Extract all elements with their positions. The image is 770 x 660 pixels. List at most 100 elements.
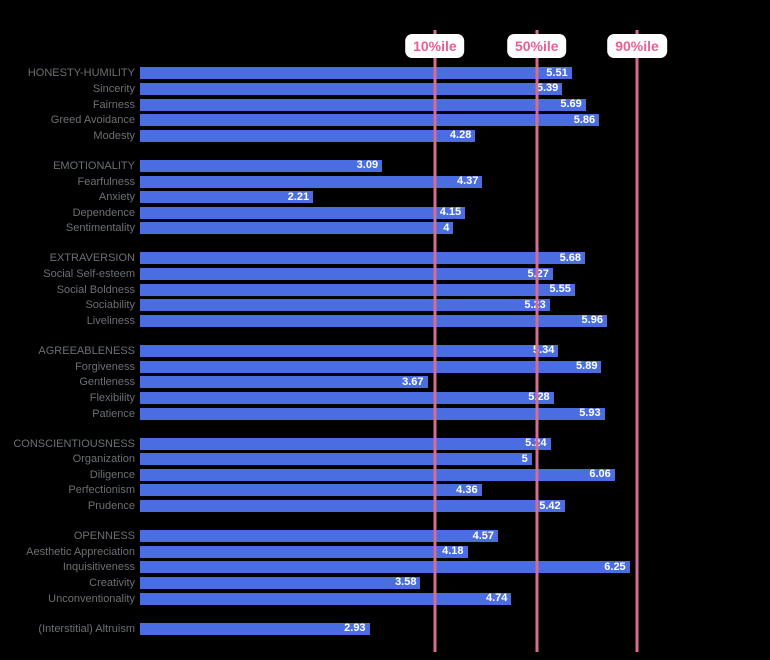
- row-label: (Interstitial) Altruism: [38, 622, 135, 635]
- score-bar: 4.15: [140, 206, 466, 219]
- bar-row: Dependence 4.15: [0, 205, 630, 221]
- score-bar: 5.34: [140, 344, 559, 357]
- bar-row: Anxiety 2.21: [0, 189, 630, 205]
- score-bar: 4: [140, 221, 454, 235]
- bar-value-label: 5.93: [579, 407, 601, 420]
- row-label: Social Boldness: [56, 283, 135, 296]
- score-bar: 5.55: [140, 283, 575, 296]
- bar-row: Forgiveness 5.89: [0, 359, 630, 375]
- score-bar: 5.27: [140, 268, 553, 281]
- bar-value-label: 4.37: [456, 175, 479, 187]
- row-label: Flexibility: [89, 391, 135, 404]
- bar-row: EXTRAVERSION 5.68: [0, 251, 630, 267]
- bar-row: Sincerity 5.39: [0, 81, 630, 97]
- bar-row: OPENNESS 4.57: [0, 528, 630, 544]
- score-bar: 5.69: [140, 98, 586, 111]
- bar-value-label: 5.27: [527, 268, 552, 280]
- score-bar: 4.18: [140, 545, 468, 558]
- row-label: AGREEABLENESS: [38, 344, 135, 357]
- bar-value-label: 4.74: [485, 592, 508, 605]
- bar-value-label: 4.57: [472, 529, 495, 542]
- percentile-label: 10%ile: [405, 34, 465, 58]
- trait-group: EMOTIONALITY 3.09 Fearfulness 4.37 Anxiety 2.…: [0, 158, 630, 236]
- row-label: Fairness: [92, 98, 135, 111]
- score-bar: 5.86: [140, 113, 600, 127]
- bar-row: Fearfulness 4.37: [0, 174, 630, 190]
- trait-group: OPENNESS 4.57 Aesthetic Appreciation 4.18 In…: [0, 528, 630, 606]
- row-label: EXTRAVERSION: [49, 252, 135, 265]
- bar-value-label: 3.67: [402, 375, 424, 388]
- percentile-line: [433, 30, 437, 652]
- score-bar: 4.28: [140, 129, 476, 142]
- row-label: Diligence: [89, 468, 135, 481]
- score-bar: 5.51: [140, 67, 572, 80]
- bar-value-label: 6.25: [604, 560, 626, 573]
- bar-value-label: 4.18: [442, 545, 464, 558]
- score-bar: 6.06: [140, 468, 615, 481]
- bar-value-label: 5.96: [581, 314, 603, 327]
- bar-row: Fairness 5.69: [0, 97, 630, 113]
- bar-value-label: 5.89: [576, 360, 598, 373]
- row-label: Sincerity: [92, 82, 135, 95]
- bar-value-label: 4.36: [456, 483, 478, 496]
- bar-row: Diligence 6.06: [0, 467, 630, 483]
- percentile-label: 50%ile: [506, 34, 567, 58]
- score-bar: 4.57: [140, 529, 499, 543]
- bar-row: Sociability 5.23: [0, 298, 630, 314]
- row-label: Creativity: [89, 576, 135, 589]
- bar-row: Social Self-esteem 5.27: [0, 266, 630, 282]
- row-label: Sociability: [85, 299, 135, 312]
- score-bar: 5.23: [140, 299, 550, 312]
- bar-row: AGREEABLENESS 5.34: [0, 343, 630, 359]
- bar-row: Patience 5.93: [0, 406, 630, 422]
- bar-value-label: 4: [443, 221, 450, 234]
- bar-value-label: 5.68: [559, 251, 582, 264]
- bar-value-label: 5.28: [528, 391, 550, 404]
- score-bar: 3.67: [140, 375, 428, 389]
- bar-row: Flexibility 5.28: [0, 390, 630, 406]
- row-label: Sentimentality: [65, 222, 135, 235]
- bar-row: HONESTY-HUMILITY 5.51: [0, 66, 630, 82]
- row-label: CONSCIENTIOUSNESS: [13, 437, 135, 450]
- bar-value-label: 5.39: [536, 82, 559, 95]
- bar-value-label: 5.34: [532, 344, 555, 357]
- score-bar: 6.25: [140, 560, 630, 574]
- bar-value-label: 5.86: [573, 113, 596, 126]
- row-label: Unconventionality: [48, 592, 135, 605]
- score-bar: 5.68: [140, 251, 586, 265]
- row-label: Dependence: [72, 206, 135, 219]
- score-bar: 2.93: [140, 622, 370, 635]
- percentile-label: 90%ile: [607, 34, 667, 58]
- bar-row: Unconventionality 4.74: [0, 591, 630, 607]
- trait-group: AGREEABLENESS 5.34 Forgiveness 5.89 Gentlene…: [0, 343, 630, 421]
- bar-row: Perfectionism 4.36: [0, 483, 630, 499]
- bar-row: Gentleness 3.67: [0, 374, 630, 390]
- row-label: Forgiveness: [75, 360, 135, 373]
- bar-value-label: 5.69: [560, 98, 582, 111]
- score-bar: 5.89: [140, 360, 602, 373]
- score-bar: 5.24: [140, 437, 551, 450]
- score-bar: 4.36: [140, 483, 482, 497]
- bar-value-label: 3.58: [395, 576, 417, 589]
- row-label: Anxiety: [98, 191, 135, 204]
- bar-value-label: 4.15: [439, 206, 462, 219]
- trait-group: HONESTY-HUMILITY 5.51 Sincerity 5.39 Fairnes…: [0, 66, 630, 144]
- row-label: Liveliness: [86, 314, 135, 327]
- bar-row: Aesthetic Appreciation 4.18: [0, 544, 630, 560]
- percentile-line: [635, 30, 639, 652]
- row-label: Prudence: [87, 500, 135, 513]
- bar-value-label: 5.55: [549, 283, 571, 296]
- bar-row: Liveliness 5.96: [0, 313, 630, 329]
- row-label: Modesty: [93, 129, 135, 142]
- score-bar: 3.09: [140, 159, 383, 172]
- bar-row: Modesty 4.28: [0, 128, 630, 144]
- row-label: Social Self-esteem: [43, 268, 135, 281]
- score-bar: 5: [140, 453, 532, 466]
- bar-value-label: 5.23: [524, 299, 549, 311]
- row-label: Aesthetic Appreciation: [26, 545, 135, 558]
- trait-group: (Interstitial) Altruism 2.93: [0, 621, 630, 637]
- bar-row: EMOTIONALITY 3.09: [0, 158, 630, 174]
- bar-value-label: 4.28: [449, 129, 472, 142]
